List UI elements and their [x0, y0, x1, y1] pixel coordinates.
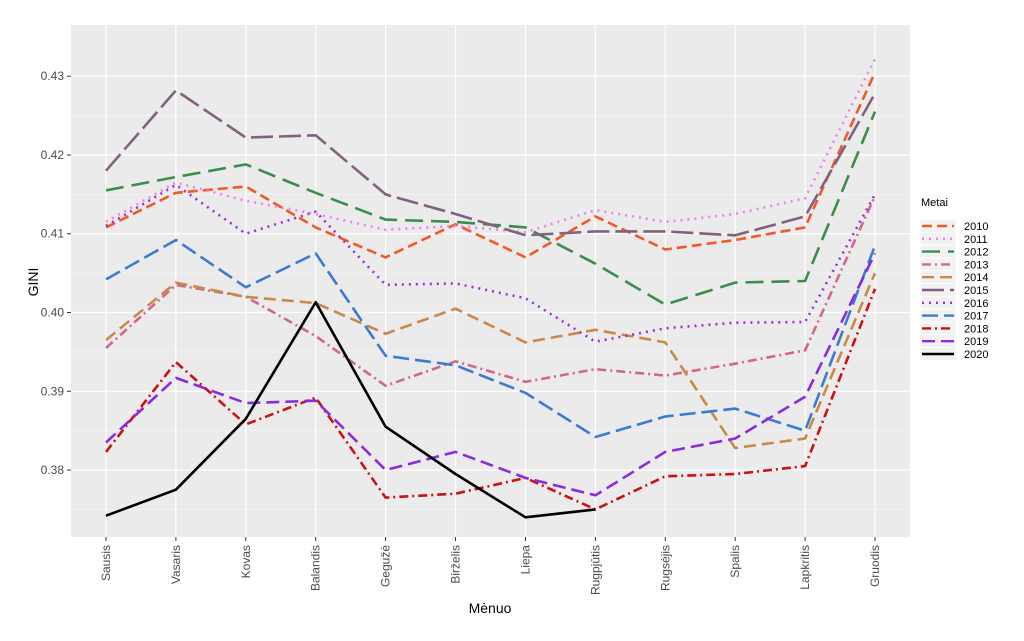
x-tick-label: Balandis — [309, 545, 323, 591]
legend-label-2011: 2011 — [964, 234, 988, 246]
series-line-2020 — [105, 301, 596, 519]
legend-label-2014: 2014 — [964, 272, 988, 284]
x-tick-label: Sausis — [99, 545, 113, 581]
y-tick-label: 0.38 — [41, 463, 65, 477]
series-line-2019 — [105, 252, 877, 497]
x-tick-label: Birželis — [449, 545, 463, 584]
x-tick-label: Rugpjūtis — [588, 545, 602, 595]
x-tick-label: Spalis — [728, 545, 742, 578]
legend-label-2017: 2017 — [964, 311, 988, 323]
series-line-2011 — [105, 58, 877, 234]
x-tick-label: Gruodis — [868, 545, 882, 587]
grid-lines — [71, 25, 910, 537]
x-tick-label: Vasaris — [169, 545, 183, 584]
legend: Metai20102011201220132014201520162017201… — [919, 197, 988, 361]
series-line-2018 — [104, 288, 877, 511]
legend-title: Metai — [921, 197, 948, 209]
x-axis: Sausis Vasaris Kovas Balandis Gegužė Birželis… — [99, 537, 882, 595]
x-tick-label: Gegužė — [379, 545, 393, 587]
y-tick-label: 0.39 — [41, 384, 65, 398]
series-line-2017 — [105, 238, 877, 439]
legend-label-2018: 2018 — [964, 323, 988, 335]
legend-label-2012: 2012 — [964, 247, 988, 259]
legend-label-2019: 2019 — [964, 336, 988, 348]
legend-label-2020: 2020 — [964, 349, 988, 361]
y-axis-title: GINI — [25, 268, 41, 297]
y-tick-label: 0.43 — [41, 69, 65, 83]
series-line-2014 — [105, 272, 877, 450]
y-axis: 0.38 0.39 0.40 0.41 0.42 0.43 — [41, 69, 71, 477]
y-tick-label: 0.42 — [41, 148, 65, 162]
y-tick-label: 0.40 — [41, 306, 65, 320]
x-tick-label: Lapkritis — [798, 545, 812, 590]
series-line-2010 — [105, 71, 877, 259]
legend-label-2013: 2013 — [964, 259, 988, 271]
legend-label-2015: 2015 — [964, 285, 988, 297]
legend-label-2010: 2010 — [964, 221, 988, 233]
x-tick-label: Kovas — [239, 545, 253, 578]
series-lines — [104, 58, 877, 519]
x-tick-label: Rugsėjis — [658, 545, 672, 591]
x-tick-label: Liepa — [518, 545, 532, 575]
series-line-2015 — [105, 89, 877, 237]
x-axis-title: Mėnuo — [469, 600, 512, 616]
legend-label-2016: 2016 — [964, 298, 988, 310]
y-tick-label: 0.41 — [41, 227, 65, 241]
plot-panel — [71, 25, 910, 537]
